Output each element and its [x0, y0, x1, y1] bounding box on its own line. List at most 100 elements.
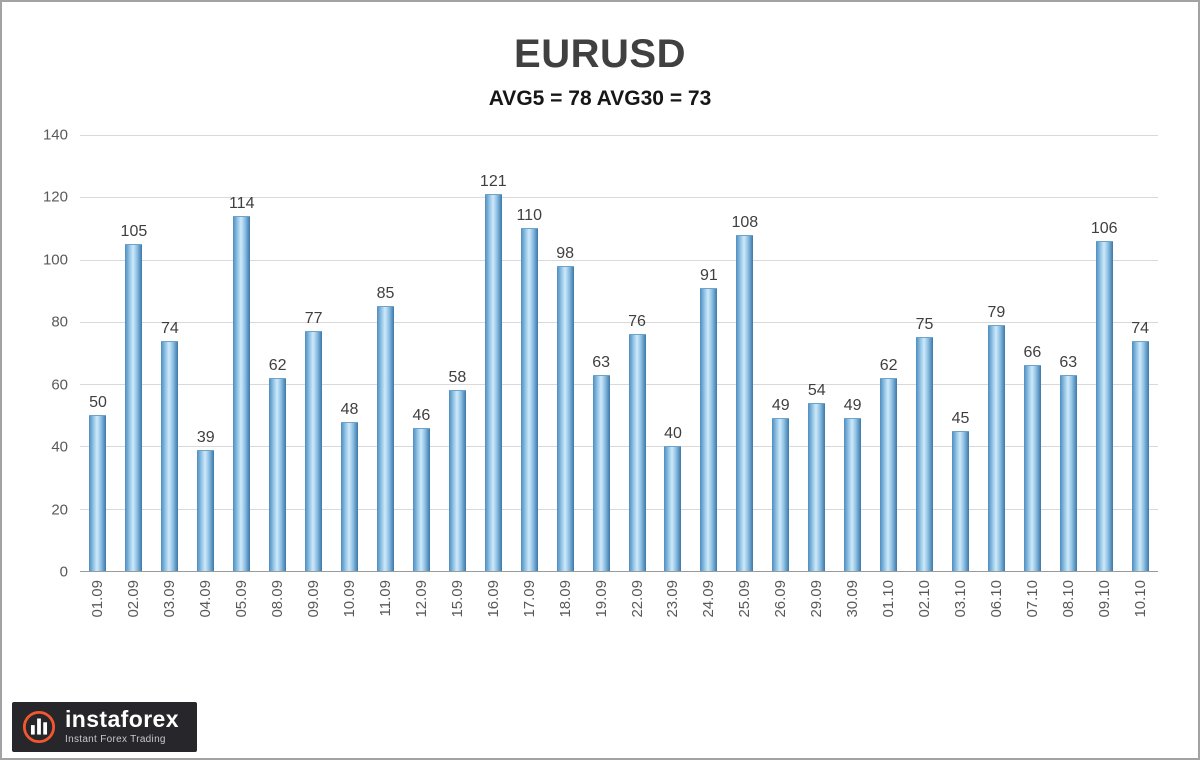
y-tick-label: 60 — [51, 376, 68, 394]
bar-column: 48 — [332, 135, 368, 571]
x-tick-label: 10.10 — [1131, 580, 1149, 618]
bar — [1059, 374, 1077, 571]
gridline — [80, 135, 1158, 136]
bar — [305, 331, 323, 571]
x-axis: 01.09 02.09 03.09 04.09 05.09 08.09 09.09 10.09… — [80, 572, 1158, 664]
bar-value-label: 121 — [479, 173, 507, 191]
bar-column: 74 — [1122, 135, 1158, 571]
bar-column: 39 — [188, 135, 224, 571]
bar-column: 62 — [260, 135, 296, 571]
x-tick-label: 11.09 — [376, 580, 394, 617]
x-tick-label: 05.09 — [233, 580, 251, 618]
chart-subtitle: AVG5 = 78 AVG30 = 73 — [488, 87, 712, 110]
bar-column: 74 — [152, 135, 188, 571]
bar-column: 91 — [691, 135, 727, 571]
bar-value-label: 62 — [268, 356, 287, 374]
instaforex-logo-name: instaforex — [65, 706, 179, 732]
bar-value-label: 39 — [196, 428, 215, 446]
bar — [592, 374, 610, 571]
x-tick-label: 04.09 — [197, 580, 215, 618]
plot-area: 50 105 74 39 114 62 77 48 85 46 58 121 110 98 63 76 40 91… — [80, 135, 1158, 572]
bar — [664, 446, 682, 571]
bar-value-label: 106 — [1090, 219, 1118, 237]
bar-value-label: 75 — [915, 316, 934, 334]
x-tick-label: 12.09 — [412, 580, 430, 618]
x-tick-label: 09.09 — [305, 580, 323, 618]
x-tick-label: 03.10 — [951, 580, 969, 618]
x-tick-label: 02.10 — [916, 580, 934, 618]
bar-column: 114 — [224, 135, 260, 571]
bar — [772, 418, 790, 571]
bar-column: 98 — [547, 135, 583, 571]
bar-value-label: 110 — [516, 207, 542, 225]
bar-column: 40 — [655, 135, 691, 571]
x-tick-cell: 09.09 — [296, 572, 332, 664]
chart-area: 0 20 40 60 80 100 120 140 50 105 74 39 114 62 77 48 85 4… — [16, 127, 1158, 664]
bar — [700, 287, 718, 571]
bar-column: 49 — [835, 135, 871, 571]
bar-value-label: 48 — [340, 400, 359, 418]
bar — [125, 244, 143, 571]
x-tick-label: 18.09 — [556, 580, 574, 618]
x-tick-label: 09.10 — [1095, 580, 1113, 618]
x-tick-label: 19.09 — [592, 580, 610, 618]
bar — [448, 390, 466, 571]
gridline — [80, 259, 1158, 261]
x-tick-cell: 12.09 — [403, 572, 439, 664]
x-tick-cell: 08.09 — [260, 572, 296, 664]
x-tick-cell: 03.09 — [152, 572, 188, 664]
bar — [412, 427, 430, 571]
x-tick-label: 01.10 — [880, 580, 898, 618]
x-tick-label: 23.09 — [664, 580, 682, 618]
x-tick-label: 01.09 — [89, 580, 107, 618]
instaforex-logo: instaforex Instant Forex Trading — [12, 702, 197, 752]
bar-column: 50 — [80, 135, 116, 571]
bar-value-label: 85 — [376, 285, 395, 303]
x-tick-cell: 04.09 — [188, 572, 224, 664]
bar-column: 85 — [368, 135, 404, 571]
bar — [951, 430, 969, 571]
bar — [161, 340, 179, 571]
x-tick-cell: 17.09 — [511, 572, 547, 664]
y-tick-label: 0 — [59, 563, 68, 581]
y-tick-label: 120 — [42, 188, 68, 206]
bar-column: 45 — [943, 135, 979, 571]
bar-column: 121 — [475, 135, 511, 571]
x-tick-cell: 29.09 — [799, 572, 835, 664]
instaforex-logo-text-block: instaforex Instant Forex Trading — [65, 706, 179, 746]
bar — [916, 337, 934, 571]
bar-column: 76 — [619, 135, 655, 571]
bar — [197, 449, 215, 571]
x-tick-cell: 22.09 — [619, 572, 655, 664]
x-tick-label: 08.10 — [1059, 580, 1077, 618]
y-tick-label: 20 — [51, 501, 68, 519]
instaforex-logo-tagline: Instant Forex Trading — [65, 734, 166, 745]
x-tick-cell: 01.09 — [80, 572, 116, 664]
x-tick-cell: 30.09 — [835, 572, 871, 664]
bar-value-label: 66 — [1023, 344, 1042, 362]
x-tick-label: 06.10 — [987, 580, 1005, 618]
bar-value-label: 105 — [120, 223, 148, 240]
x-tick-cell: 15.09 — [439, 572, 475, 664]
bar — [628, 334, 646, 571]
bar-columns: 50 105 74 39 114 62 77 48 85 46 58 121 110 98 63 76 40 91… — [80, 135, 1158, 571]
gridline — [80, 321, 1158, 323]
bar-column: 108 — [727, 135, 763, 571]
x-tick-cell: 05.09 — [224, 572, 260, 664]
bar-value-label: 114 — [228, 194, 255, 212]
x-tick-cell: 02.09 — [116, 572, 152, 664]
bar-value-label: 58 — [448, 369, 467, 387]
x-tick-label: 30.09 — [844, 580, 862, 618]
x-tick-cell: 26.09 — [763, 572, 799, 664]
x-tick-cell: 08.10 — [1050, 572, 1086, 664]
x-tick-cell: 02.10 — [907, 572, 943, 664]
bar-value-label: 54 — [807, 381, 826, 399]
bar-value-label: 108 — [731, 213, 759, 231]
x-tick-cell: 10.09 — [332, 572, 368, 664]
y-tick-label: 40 — [51, 438, 68, 456]
y-tick-label: 140 — [42, 126, 68, 144]
bar-column: 105 — [116, 135, 152, 571]
bar — [520, 228, 538, 571]
bar — [1095, 240, 1113, 571]
